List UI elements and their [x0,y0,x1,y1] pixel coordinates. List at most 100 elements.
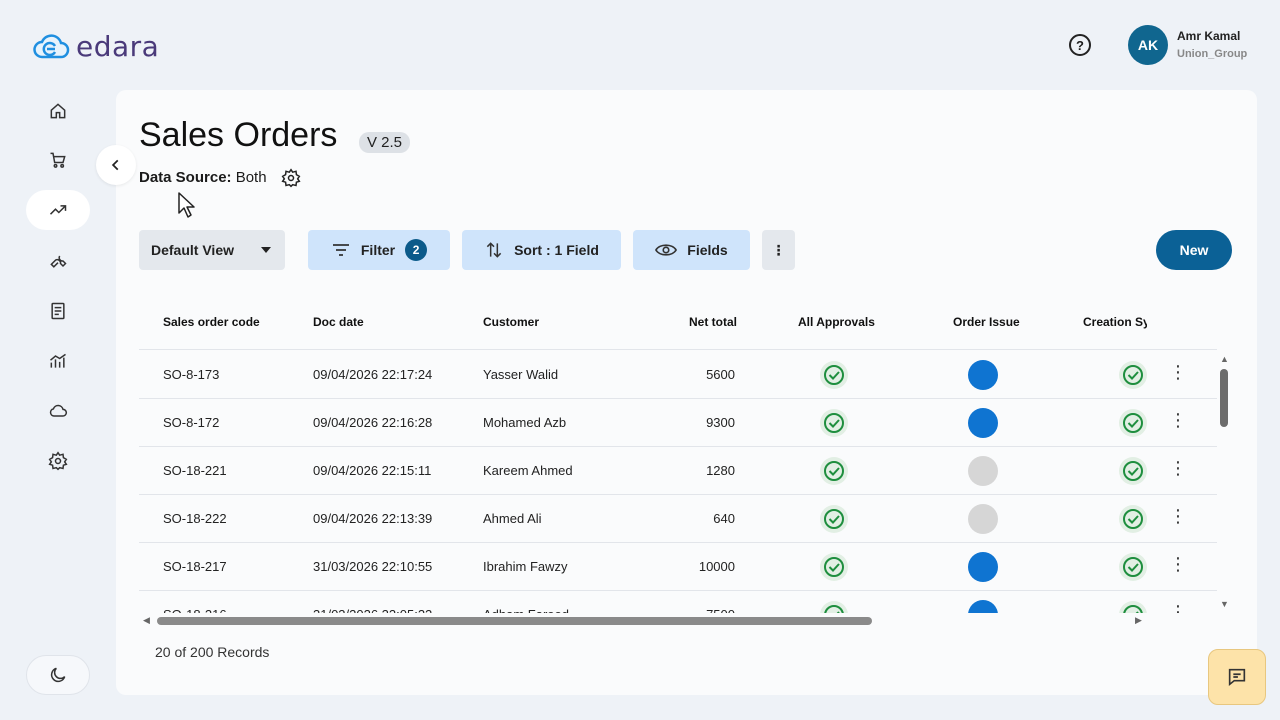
row-actions-button[interactable]: ⋮ [1169,554,1187,574]
approval-status [820,601,848,613]
user-org: Union_Group [1177,48,1248,60]
edara-logo[interactable]: edara [32,30,159,63]
data-source-settings-button[interactable] [281,168,301,193]
cell-code: SO-18-216 [163,607,227,613]
table-row[interactable]: SO-18-217 31/03/2026 22:10:55 Ibrahim Fawz… [139,543,1217,591]
data-source-value: Both [235,169,267,186]
cell-code: SO-18-221 [163,463,227,478]
caret-down-icon [261,247,271,253]
theme-toggle-button[interactable] [26,655,90,695]
filter-icon [332,244,349,256]
cell-code: SO-8-172 [163,415,220,430]
gear-icon [48,451,68,471]
help-icon[interactable]: ? [1069,34,1091,56]
column-header-creation-sync[interactable]: Creation Sync [1083,315,1147,329]
scroll-left-arrow[interactable]: ◀ [143,615,150,625]
check-circle-icon [1123,365,1143,385]
row-actions-button[interactable]: ⋮ [1169,362,1187,382]
vertical-scrollbar[interactable] [1220,369,1228,427]
scroll-up-arrow[interactable]: ▲ [1220,354,1229,364]
chat-icon [1228,668,1246,687]
creation-sync-status [1119,553,1147,581]
column-header-approvals[interactable]: All Approvals [798,315,875,329]
row-actions-button[interactable]: ⋮ [1169,458,1187,478]
table-header: Sales order code Doc date Customer Net t… [139,300,1217,350]
cell-net-total: 7500 [655,607,735,613]
column-header-order-issue[interactable]: Order Issue [953,315,1020,329]
moon-icon [50,667,66,683]
cart-icon [50,152,66,168]
cell-net-total: 1280 [706,463,735,478]
column-header-customer[interactable]: Customer [483,315,540,329]
scroll-down-arrow[interactable]: ▼ [1220,599,1229,609]
table-row[interactable]: SO-18-221 09/04/2026 22:15:11 Kareem Ahmed… [139,447,1217,495]
horizontal-scrollbar[interactable] [157,617,872,625]
filter-button[interactable]: Filter 2 [308,230,450,270]
scroll-right-arrow[interactable]: ▶ [1135,615,1142,625]
new-button[interactable]: New [1156,230,1232,270]
sidebar-item-home[interactable] [26,91,90,131]
fields-button[interactable]: Fields [633,230,750,270]
avatar[interactable]: AK [1128,25,1168,65]
cloud-logo-icon [33,33,70,58]
cell-code: SO-8-173 [163,367,220,382]
data-source: Data Source: Both [139,169,267,186]
row-actions-button[interactable]: ⋮ [1169,602,1187,613]
check-circle-icon [1123,605,1143,613]
filter-label: Filter [360,242,396,258]
row-actions-button[interactable]: ⋮ [1169,410,1187,430]
sidebar-item-sales[interactable] [26,140,90,180]
approval-status [820,457,848,485]
collapse-sidebar-button[interactable] [96,145,136,185]
chevron-left-icon [111,159,119,171]
sidebar-item-analytics[interactable] [26,341,90,381]
analytics-icon [50,353,66,368]
chat-button[interactable] [1208,649,1266,705]
approval-status [820,505,848,533]
more-options-button[interactable]: ⋮ [762,230,795,270]
cell-net-total: 5600 [706,367,735,382]
records-count: 20 of 200 Records [155,644,270,660]
column-header-code[interactable]: Sales order code [163,315,260,329]
check-circle-icon [824,605,844,613]
mouse-cursor-icon [178,192,195,218]
row-actions-button[interactable]: ⋮ [1169,506,1187,526]
column-header-date[interactable]: Doc date [313,315,364,329]
cell-date: 31/03/2026 22:05:22 [313,607,432,613]
sidebar-item-cloud[interactable] [26,391,90,431]
user-name: Amr Kamal [1177,29,1241,43]
order-issue-status [968,360,998,390]
sidebar-item-settings[interactable] [26,441,90,481]
receipt-icon [51,302,65,320]
order-issue-status [968,456,998,486]
table-row[interactable]: SO-8-172 09/04/2026 22:16:28 Mohamed Azb 93… [139,399,1217,447]
check-circle-icon [824,509,844,529]
filter-count-badge: 2 [405,239,428,261]
cell-customer: Kareem Ahmed [483,463,573,478]
sidebar-item-documents[interactable] [26,291,90,331]
gear-icon [281,168,301,188]
main-card [116,90,1257,695]
sidebar-item-reports[interactable] [26,190,90,230]
trending-up-icon [49,205,67,215]
table-row[interactable]: SO-18-222 09/04/2026 22:13:39 Ahmed Ali 640… [139,495,1217,543]
eye-icon [655,244,678,256]
cell-code: SO-18-217 [163,559,227,574]
sidebar-item-tools[interactable] [26,241,90,281]
cell-date: 31/03/2026 22:10:55 [313,559,433,574]
order-issue-status [968,552,998,582]
check-circle-icon [1123,461,1143,481]
view-select[interactable]: Default View [139,230,285,270]
sort-button[interactable]: Sort : 1 Field [462,230,621,270]
check-circle-icon [824,413,844,433]
approval-status [820,409,848,437]
cell-date: 09/04/2026 22:17:24 [313,367,433,382]
check-circle-icon [1123,413,1143,433]
order-issue-status [968,504,998,534]
table-row[interactable]: SO-8-173 09/04/2026 22:17:24 Yasser Walid 5… [139,351,1217,399]
table-row[interactable]: SO-18-216 31/03/2026 22:05:22 Adham Fareed… [139,591,1217,613]
sort-icon [486,242,502,258]
column-header-net-total[interactable]: Net total [689,315,737,329]
cell-date: 09/04/2026 22:16:28 [313,415,433,430]
cell-customer: Yasser Walid [483,367,559,382]
